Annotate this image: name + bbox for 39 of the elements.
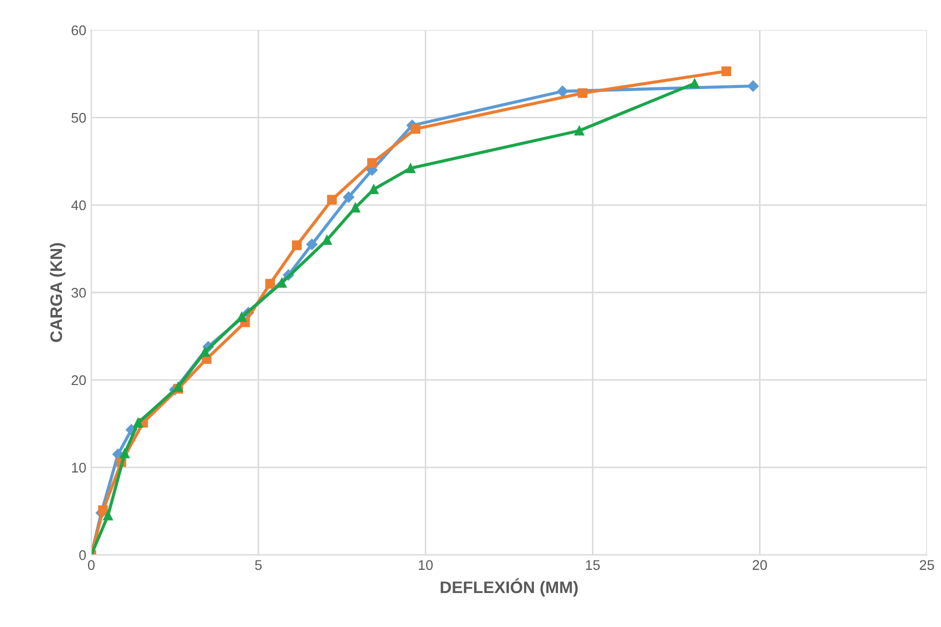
x-tick-label: 15 xyxy=(586,560,600,570)
x-tick-label: 10 xyxy=(418,560,433,570)
point xyxy=(120,448,130,458)
point xyxy=(556,86,568,97)
y-tick-label: 0 xyxy=(79,550,86,560)
point xyxy=(98,505,108,516)
point xyxy=(103,510,113,520)
x-tick-label: 5 xyxy=(255,560,262,570)
point xyxy=(200,347,210,357)
point xyxy=(690,78,700,88)
point xyxy=(236,312,247,322)
point xyxy=(327,194,337,205)
y-tick-label: 40 xyxy=(71,200,86,210)
y-tick-label: 60 xyxy=(72,25,86,36)
point xyxy=(322,235,332,245)
point xyxy=(350,202,360,213)
point xyxy=(721,66,732,76)
point xyxy=(368,184,379,194)
point xyxy=(292,240,302,250)
point xyxy=(306,238,318,250)
x-tick-label: 0 xyxy=(88,560,95,570)
x-axis-title: DEFLEXIÓN (MM) xyxy=(440,578,578,596)
point xyxy=(133,418,143,428)
y-tick-label: 20 xyxy=(72,375,86,386)
point xyxy=(578,88,588,98)
point xyxy=(276,278,287,288)
point xyxy=(265,278,275,289)
point xyxy=(574,126,584,136)
y-tick-label: 50 xyxy=(72,112,86,123)
point xyxy=(406,163,416,174)
y-axis-title: CARGA (KN) xyxy=(50,243,66,342)
y-tick-label: 30 xyxy=(72,288,86,298)
point xyxy=(410,124,420,134)
y-tick-label: 10 xyxy=(72,462,86,473)
point xyxy=(747,80,759,92)
x-tick-label: 20 xyxy=(752,560,767,570)
point xyxy=(367,158,377,168)
x-tick-label: 25 xyxy=(920,560,934,570)
point xyxy=(343,192,354,203)
